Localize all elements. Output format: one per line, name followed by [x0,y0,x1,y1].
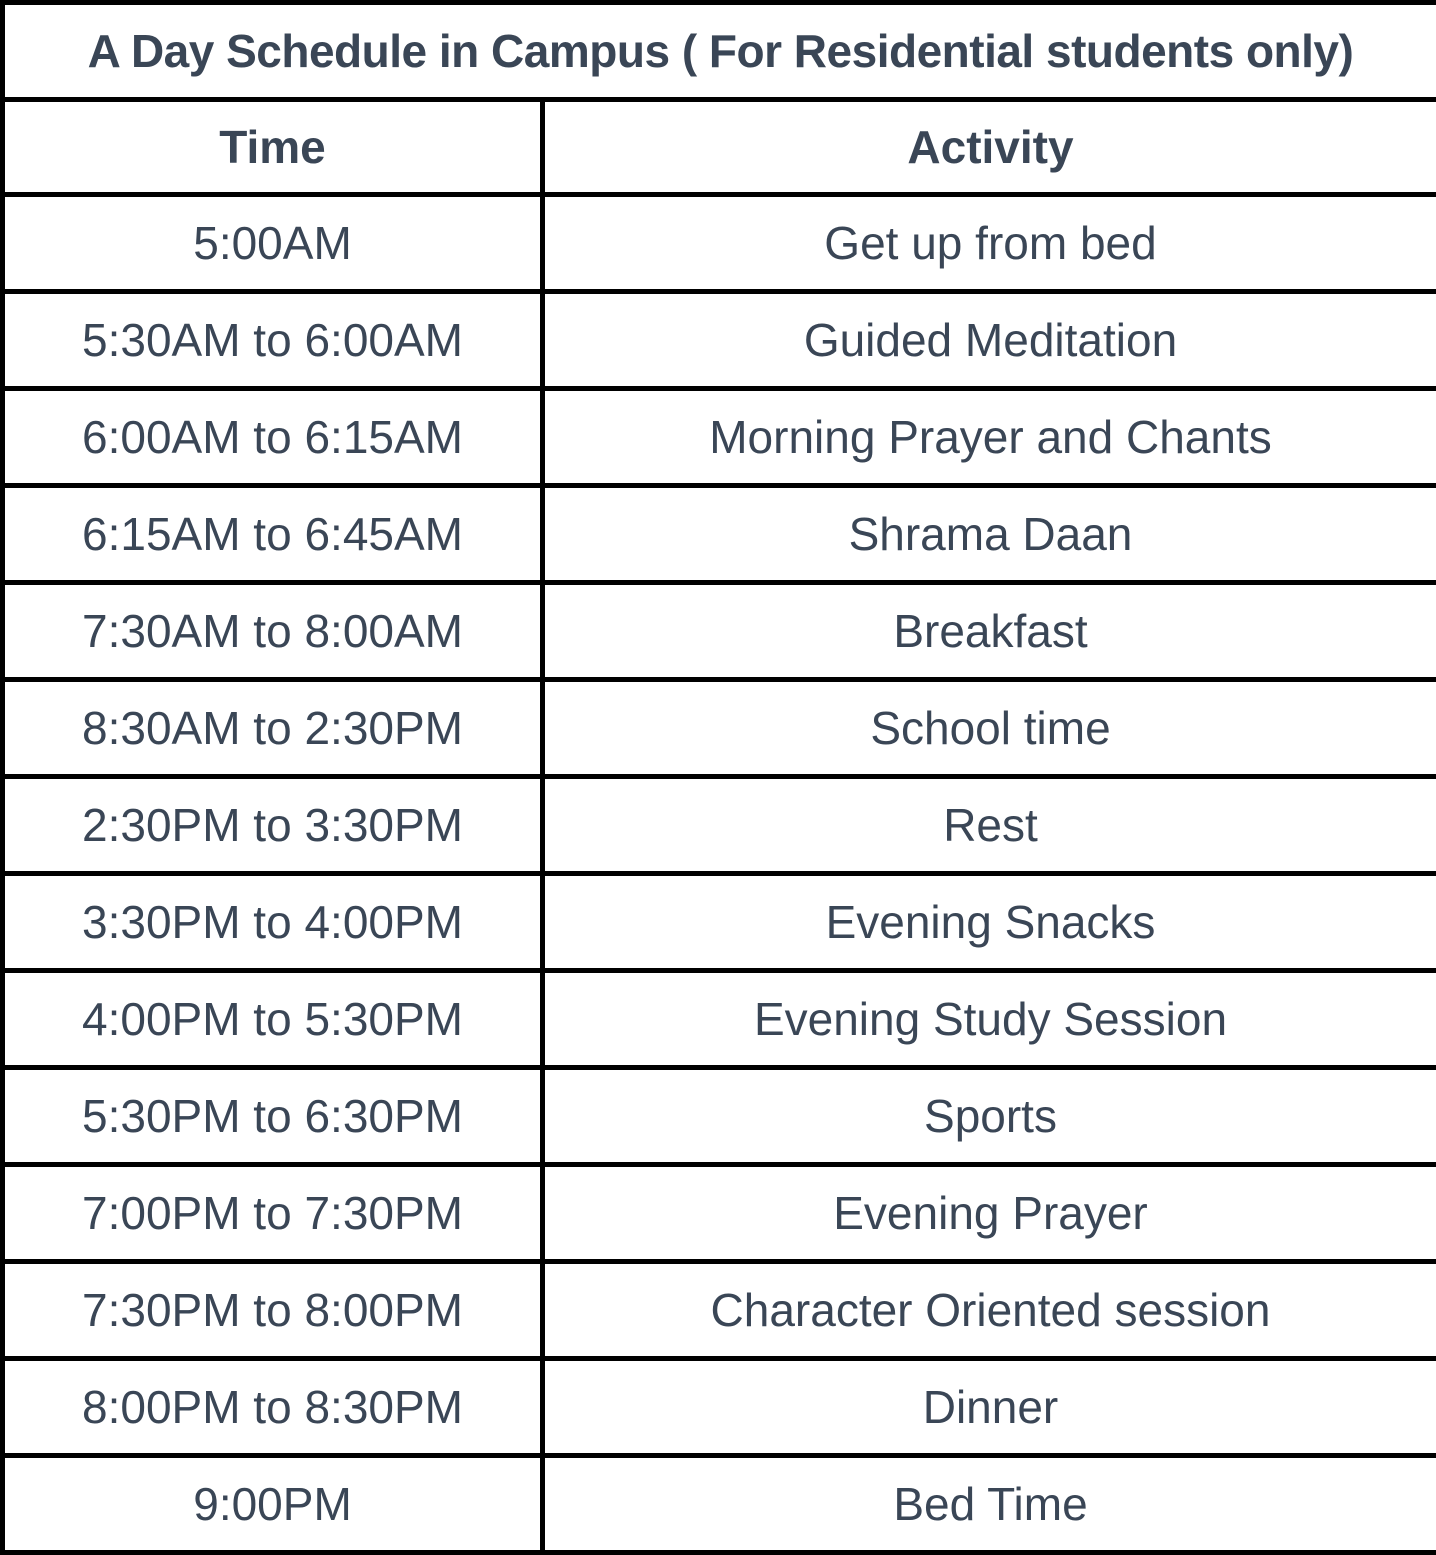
time-cell: 5:30AM to 6:00AM [3,292,543,389]
time-cell: 7:30PM to 8:00PM [3,1262,543,1359]
table-row: 6:00AM to 6:15AM Morning Prayer and Chan… [3,389,1436,486]
time-cell: 5:30PM to 6:30PM [3,1068,543,1165]
page-title: A Day Schedule in Campus ( For Residenti… [3,3,1436,100]
activity-cell: Shrama Daan [543,486,1436,583]
header-row: Time Activity [3,100,1436,195]
col-header-time: Time [3,100,543,195]
time-cell: 8:00PM to 8:30PM [3,1359,543,1456]
table-row: 8:30AM to 2:30PM School time [3,680,1436,777]
time-cell: 8:30AM to 2:30PM [3,680,543,777]
activity-cell: School time [543,680,1436,777]
activity-cell: Morning Prayer and Chants [543,389,1436,486]
activity-cell: Evening Study Session [543,971,1436,1068]
activity-cell: Rest [543,777,1436,874]
table-row: 6:15AM to 6:45AM Shrama Daan [3,486,1436,583]
time-cell: 2:30PM to 3:30PM [3,777,543,874]
activity-cell: Evening Prayer [543,1165,1436,1262]
time-cell: 9:00PM [3,1456,543,1553]
table-row: 3:30PM to 4:00PM Evening Snacks [3,874,1436,971]
table-row: 7:00PM to 7:30PM Evening Prayer [3,1165,1436,1262]
table-row: 7:30AM to 8:00AM Breakfast [3,583,1436,680]
table-row: 4:00PM to 5:30PM Evening Study Session [3,971,1436,1068]
activity-cell: Evening Snacks [543,874,1436,971]
table-row: 8:00PM to 8:30PM Dinner [3,1359,1436,1456]
time-cell: 6:15AM to 6:45AM [3,486,543,583]
table-row: 5:30AM to 6:00AM Guided Meditation [3,292,1436,389]
activity-cell: Bed Time [543,1456,1436,1553]
activity-cell: Character Oriented session [543,1262,1436,1359]
activity-cell: Breakfast [543,583,1436,680]
time-cell: 5:00AM [3,195,543,292]
time-cell: 7:00PM to 7:30PM [3,1165,543,1262]
activity-cell: Get up from bed [543,195,1436,292]
table-row: 5:30PM to 6:30PM Sports [3,1068,1436,1165]
activity-cell: Dinner [543,1359,1436,1456]
activity-cell: Guided Meditation [543,292,1436,389]
col-header-activity: Activity [543,100,1436,195]
table-row: 7:30PM to 8:00PM Character Oriented sess… [3,1262,1436,1359]
time-cell: 3:30PM to 4:00PM [3,874,543,971]
table-row: 9:00PM Bed Time [3,1456,1436,1553]
time-cell: 6:00AM to 6:15AM [3,389,543,486]
activity-cell: Sports [543,1068,1436,1165]
table-row: 5:00AM Get up from bed [3,195,1436,292]
table-row: 2:30PM to 3:30PM Rest [3,777,1436,874]
time-cell: 7:30AM to 8:00AM [3,583,543,680]
time-cell: 4:00PM to 5:30PM [3,971,543,1068]
title-row: A Day Schedule in Campus ( For Residenti… [3,3,1436,100]
